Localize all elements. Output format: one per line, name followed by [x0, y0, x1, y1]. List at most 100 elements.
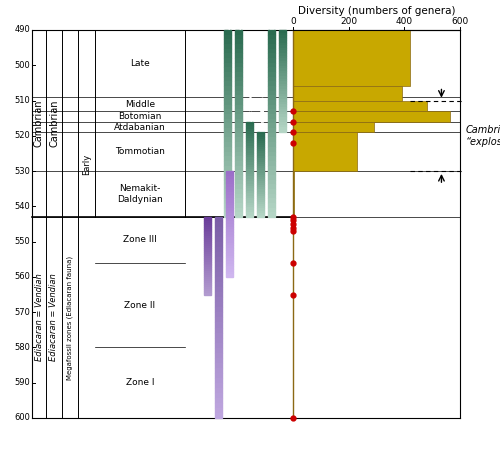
Bar [246, 169, 252, 172]
Bar [246, 165, 252, 167]
Bar [224, 128, 230, 133]
Bar [214, 398, 222, 403]
Bar [224, 58, 230, 63]
Bar [256, 166, 264, 168]
Bar [224, 91, 230, 95]
Bar [226, 269, 232, 272]
Bar [226, 216, 232, 219]
Bar [234, 152, 242, 156]
Bar [204, 277, 210, 279]
Bar [268, 180, 274, 184]
Bar [256, 183, 264, 185]
Bar [224, 119, 230, 123]
Bar [268, 95, 274, 100]
Bar [256, 192, 264, 194]
Bar [246, 186, 252, 189]
Bar [224, 63, 230, 68]
Bar [268, 203, 274, 207]
Bar [268, 72, 274, 77]
Bar [268, 194, 274, 198]
Bar [278, 102, 285, 104]
Bar [234, 91, 242, 95]
Bar [204, 260, 210, 261]
Bar [234, 156, 242, 161]
Bar [204, 281, 210, 283]
Bar [246, 189, 252, 191]
Text: Ediacaran = Vendian: Ediacaran = Vendian [34, 274, 43, 361]
Bar [246, 158, 252, 160]
Bar [234, 77, 242, 81]
Bar [214, 272, 222, 277]
Bar [293, 86, 402, 100]
Text: Archaeocyathans: Archaeocyathans [249, 60, 254, 121]
Bar [256, 149, 264, 151]
Bar [234, 184, 242, 189]
Bar [246, 215, 252, 217]
Bar [278, 99, 285, 102]
Bar [204, 244, 210, 246]
Bar [214, 292, 222, 297]
Text: Cloudina: Cloudina [207, 296, 212, 326]
Bar [234, 86, 242, 91]
Bar [226, 224, 232, 227]
Bar [234, 68, 242, 72]
Bar [204, 230, 210, 233]
Bar [256, 160, 264, 162]
Bar [224, 35, 230, 39]
Bar [204, 275, 210, 277]
Bar [256, 204, 264, 207]
Bar [268, 119, 274, 123]
Bar [268, 86, 274, 91]
Bar [268, 54, 274, 58]
Bar [224, 68, 230, 72]
Bar [256, 171, 264, 172]
Bar [246, 126, 252, 129]
Bar [246, 153, 252, 155]
Bar [278, 89, 285, 91]
Bar [256, 158, 264, 160]
Bar [204, 292, 210, 295]
Bar [204, 279, 210, 281]
Bar [256, 215, 264, 217]
Bar [204, 221, 210, 223]
Bar [224, 180, 230, 184]
Bar [214, 287, 222, 292]
Bar [234, 138, 242, 142]
Bar [204, 219, 210, 221]
Bar [224, 30, 230, 35]
Bar [224, 109, 230, 114]
Bar [268, 100, 274, 105]
Bar [234, 166, 242, 170]
Bar [246, 139, 252, 141]
Bar [256, 135, 264, 136]
Bar [234, 39, 242, 44]
Bar [234, 198, 242, 203]
Bar [214, 353, 222, 358]
Bar [268, 49, 274, 54]
Bar [268, 30, 274, 35]
Bar [224, 212, 230, 217]
Bar [246, 174, 252, 176]
Bar [278, 30, 285, 32]
Bar [226, 179, 232, 182]
Bar [224, 123, 230, 128]
Bar [268, 81, 274, 86]
Bar [226, 243, 232, 245]
Bar [226, 213, 232, 216]
Bar [278, 58, 285, 61]
Bar [293, 30, 410, 86]
Bar [246, 129, 252, 131]
Bar [278, 112, 285, 114]
Bar [256, 213, 264, 215]
Bar [214, 282, 222, 287]
Bar [278, 50, 285, 53]
Bar [278, 86, 285, 89]
Bar [234, 119, 242, 123]
Bar [278, 91, 285, 94]
Bar [278, 125, 285, 127]
Bar [234, 114, 242, 119]
Bar [224, 184, 230, 189]
Bar [246, 176, 252, 179]
Text: Early: Early [82, 153, 91, 175]
Bar [226, 208, 232, 211]
